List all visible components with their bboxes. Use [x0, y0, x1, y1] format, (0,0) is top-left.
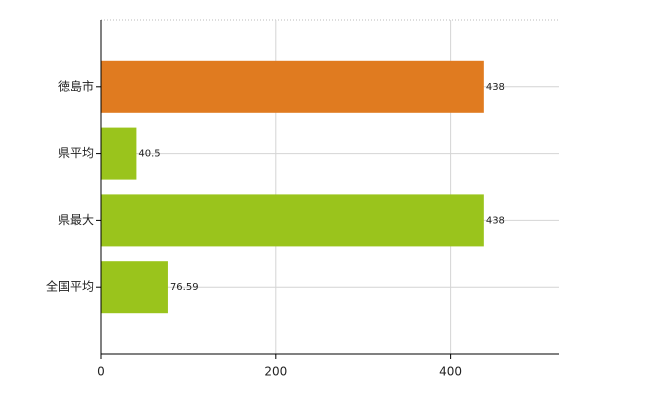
bar [101, 261, 168, 314]
y-tick-label: 全国平均 [46, 279, 94, 294]
bar [101, 194, 484, 247]
value-label: 438 [486, 215, 505, 226]
value-label: 438 [486, 82, 505, 93]
y-tick-label: 徳島市 [58, 78, 94, 93]
x-tick-label: 200 [264, 365, 287, 379]
y-tick-label: 県平均 [58, 146, 94, 160]
x-tick-label: 400 [439, 365, 462, 379]
bar [101, 127, 137, 180]
bar [101, 60, 484, 113]
y-tick-label: 県最大 [58, 213, 94, 227]
value-label: 76.59 [170, 282, 199, 293]
value-label: 40.5 [138, 149, 160, 160]
x-tick-label: 0 [97, 365, 105, 379]
